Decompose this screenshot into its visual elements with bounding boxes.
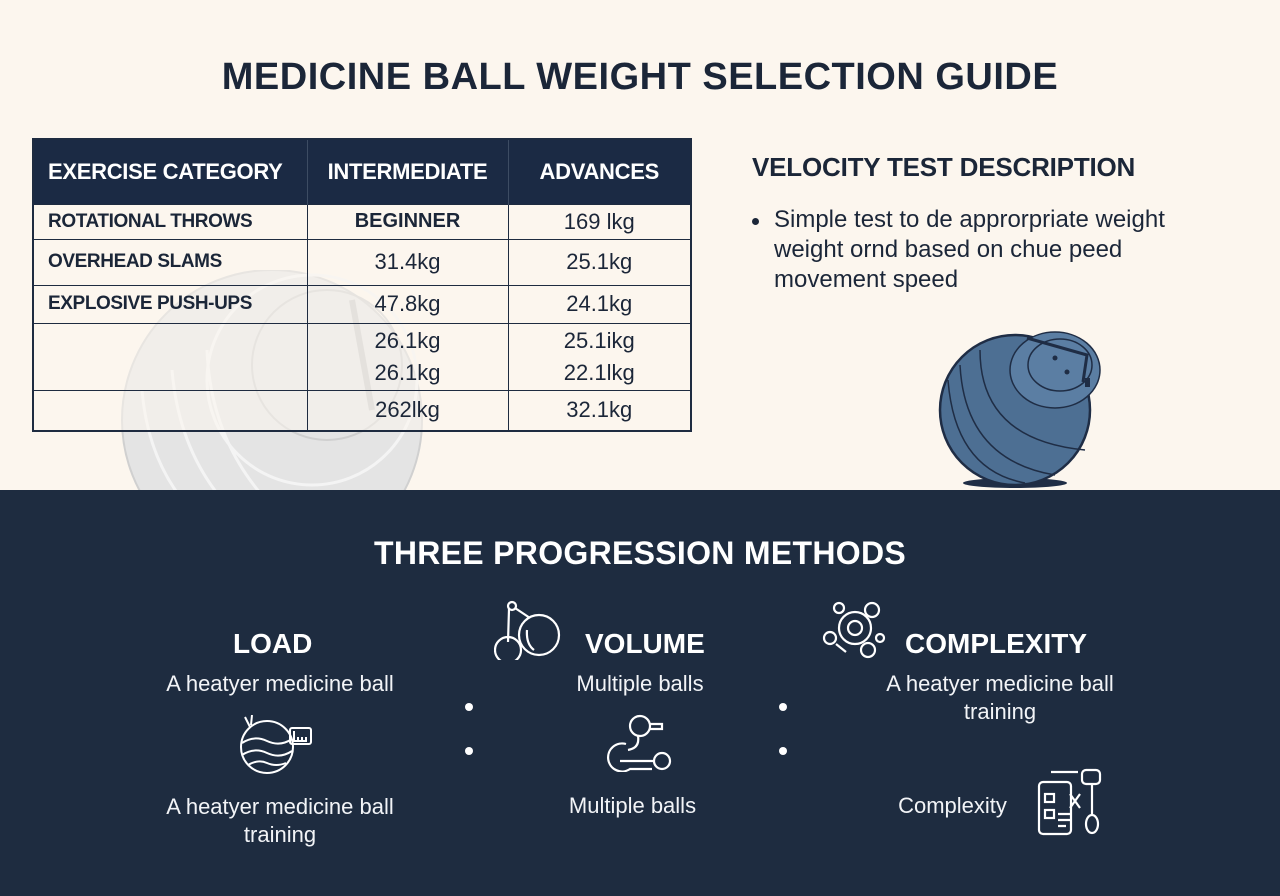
header-exercise-category: EXERCISE CATEGORY xyxy=(33,139,308,204)
detail-line: A heatyer medicine ball xyxy=(166,794,394,819)
table-row: OVERHEAD SLAMS 31.4kg 25.1kg xyxy=(32,238,692,286)
cell-category: ROTATIONAL THROWS xyxy=(32,203,308,240)
method-title-load: LOAD xyxy=(233,628,313,659)
molecule-network-icon xyxy=(822,601,886,659)
cell-category xyxy=(32,389,308,432)
velocity-test-panel: VELOCITY TEST DESCRIPTION Simple test to… xyxy=(752,152,1222,295)
header-intermediate: INTERMEDIATE xyxy=(307,139,509,204)
table-row: 26.1kg 26.1kg 25.1ikg 22.1lkg xyxy=(32,322,692,391)
weight-selection-table: EXERCISE CATEGORY INTERMEDIATE ADVANCES … xyxy=(32,138,692,432)
page-title: MEDICINE BALL WEIGHT SELECTION GUIDE xyxy=(221,56,1059,98)
medicine-ball-scale-icon xyxy=(240,715,312,774)
velocity-bullet-list: Simple test to de approrpriate weight we… xyxy=(752,205,1222,295)
weight-table-container: EXERCISE CATEGORY INTERMEDIATE ADVANCES … xyxy=(32,138,692,432)
method-subtitle-complexity: A heatyer medicine ball training xyxy=(850,670,1150,726)
method-detail-volume: Multiple balls xyxy=(568,793,697,818)
cell-advanced: 169 lkg xyxy=(507,203,692,240)
table-row: ROTATIONAL THROWS BEGINNER 169 lkg xyxy=(32,203,692,240)
separator-dot xyxy=(465,747,473,755)
cell-value: 26.1kg xyxy=(374,327,441,353)
cell-advanced: 25.1kg xyxy=(507,238,692,286)
cell-category: EXPLOSIVE PUSH-UPS xyxy=(32,284,308,324)
bullet-line: Simple test to de approrpriate weight xyxy=(774,206,1165,233)
velocity-heading: VELOCITY TEST DESCRIPTION xyxy=(752,152,1136,182)
bullet-line: weight ornd based on chue peed xyxy=(774,236,1123,263)
progression-heading: THREE PROGRESSION METHODS xyxy=(374,535,906,571)
cell-intermediate: 47.8kg xyxy=(306,284,509,324)
table-row: 262lkg 32.1kg xyxy=(32,389,692,432)
cell-value: 25.1ikg xyxy=(563,327,635,353)
separator-dot xyxy=(779,747,787,755)
cell-intermediate: BEGINNER xyxy=(306,203,509,240)
header-advanced: ADVANCES xyxy=(508,139,692,204)
cell-intermediate: 26.1kg 26.1kg xyxy=(306,322,509,391)
multiple-balls-icon xyxy=(494,600,561,660)
method-subtitle-load: A heatyer medicine ball xyxy=(166,671,394,696)
method-detail-complexity: Complexity xyxy=(898,793,1007,818)
cell-intermediate: 31.4kg xyxy=(306,238,509,286)
subtitle-line: training xyxy=(963,699,1037,724)
cell-value: 26.1kg xyxy=(374,359,441,385)
progression-section: THREE PROGRESSION METHODS LOAD A heatyer… xyxy=(0,490,1280,896)
method-title-complexity: COMPLEXITY xyxy=(905,628,1088,659)
cell-advanced: 25.1ikg 22.1lkg xyxy=(507,322,692,391)
velocity-bullet: Simple test to de approrpriate weight we… xyxy=(752,205,1222,295)
separator-dot xyxy=(465,703,473,711)
method-subtitle-volume: Multiple balls xyxy=(576,671,704,696)
cell-advanced: 24.1kg xyxy=(507,284,692,324)
cell-category xyxy=(32,322,308,391)
cell-category: OVERHEAD SLAMS xyxy=(32,238,308,286)
cell-intermediate: 262lkg xyxy=(306,389,509,432)
linked-balls-icon xyxy=(607,714,672,772)
subtitle-line: A heatyer medicine ball xyxy=(886,671,1114,696)
detail-line: training xyxy=(243,822,317,847)
blue-medicine-ball-image xyxy=(938,331,1101,488)
table-header-row: EXERCISE CATEGORY INTERMEDIATE ADVANCES xyxy=(33,139,692,204)
cell-value: 22.1lkg xyxy=(563,359,635,385)
method-detail-load: A heatyer medicine ball training xyxy=(130,793,430,849)
checklist-board-icon xyxy=(1037,768,1102,836)
separator-dot xyxy=(779,703,787,711)
method-title-volume: VOLUME xyxy=(585,628,705,659)
cell-advanced: 32.1kg xyxy=(507,389,692,432)
table-row: EXPLOSIVE PUSH-UPS 47.8kg 24.1kg xyxy=(32,284,692,324)
top-section: MEDICINE BALL WEIGHT SELECTION GUIDE EXE… xyxy=(32,56,1222,490)
bullet-line: movement speed xyxy=(774,266,959,293)
